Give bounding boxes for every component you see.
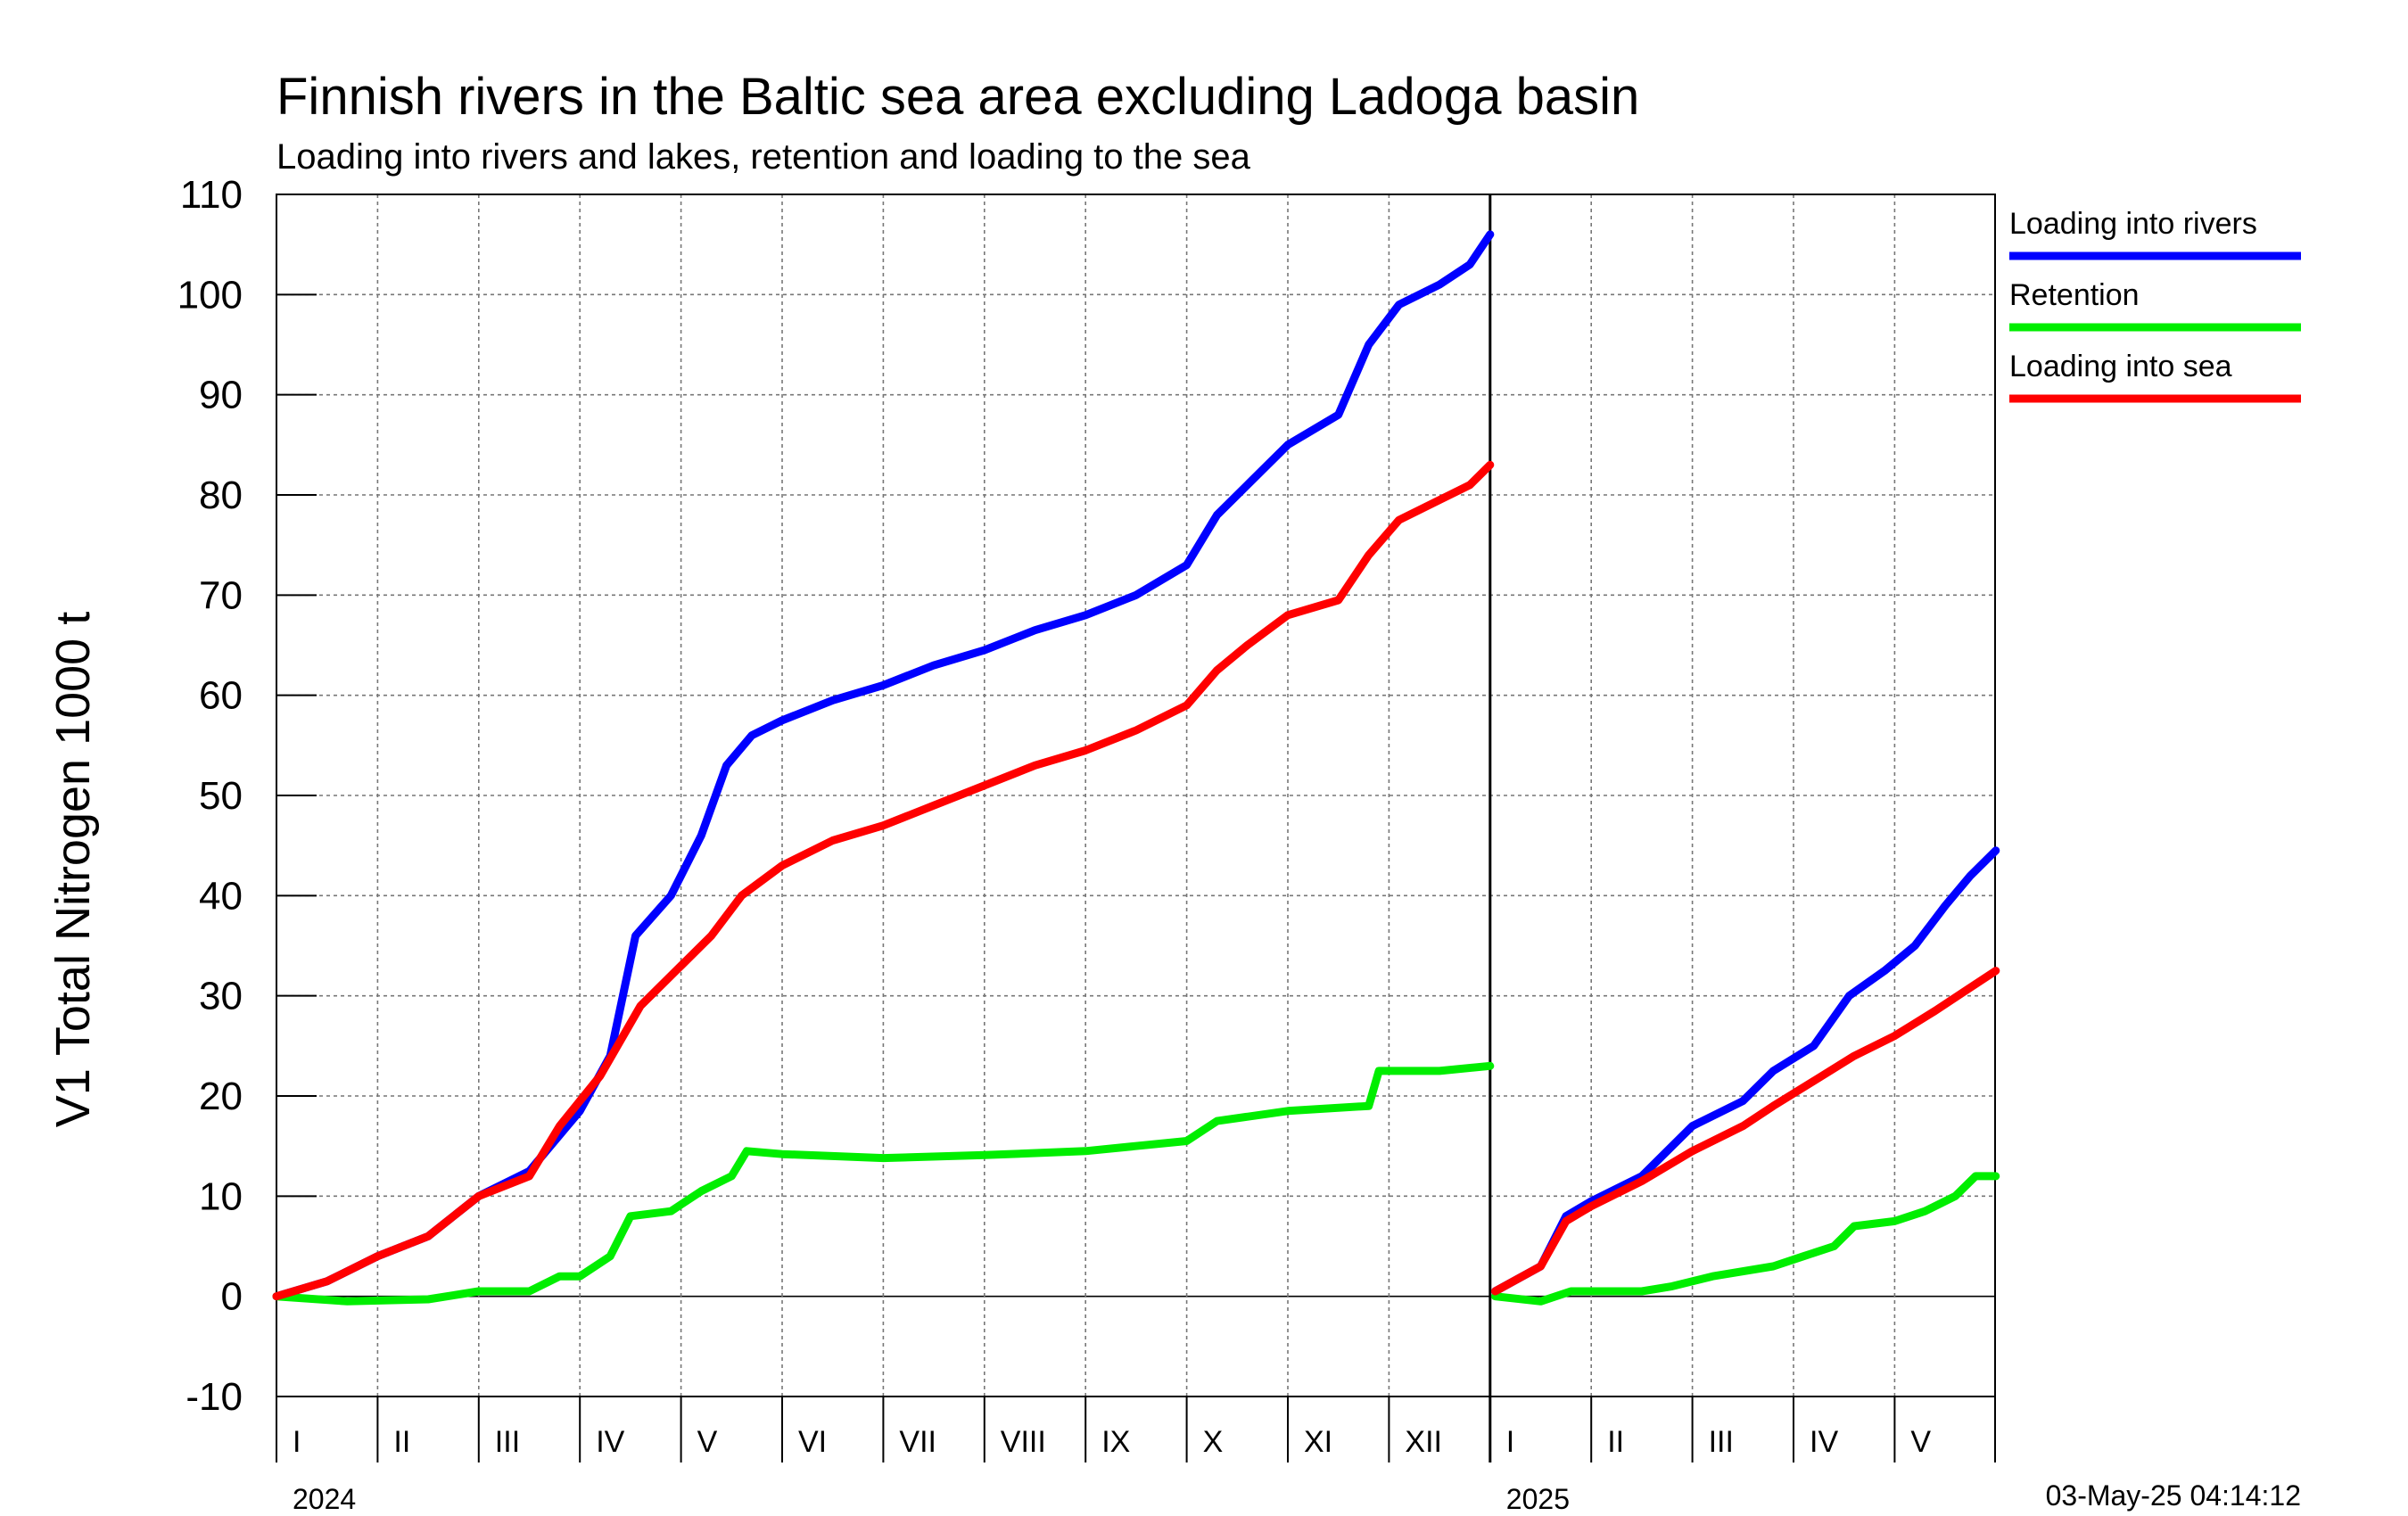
y-axis: -10 0 10 20 30 40 50 60 70 80 90 100 110	[177, 173, 317, 1419]
x-tick-label: VIII	[1001, 1425, 1046, 1459]
y-tick-label: 10	[199, 1174, 243, 1218]
y-tick-label: 80	[199, 474, 243, 517]
legend-label: Loading into sea	[2009, 350, 2232, 383]
x-tick-label: III	[495, 1425, 520, 1459]
x-tick-label: IX	[1101, 1425, 1130, 1459]
y-tick-label: 30	[199, 975, 243, 1018]
y-tick-label: -10	[186, 1375, 243, 1419]
x-tick-label: V	[697, 1425, 718, 1459]
y-tick-label: 0	[221, 1275, 243, 1319]
plot-area	[272, 230, 2000, 1306]
x-tick-label: X	[1203, 1425, 1224, 1459]
x-tick-label: VII	[899, 1425, 936, 1459]
grid	[276, 194, 1996, 1397]
year-label: 2025	[1506, 1483, 1570, 1515]
chart-title: Finnish rivers in the Baltic sea area ex…	[276, 68, 1639, 126]
y-tick-label: 70	[199, 573, 243, 617]
x-tick-label: I	[1506, 1425, 1514, 1459]
series-line	[1491, 846, 2000, 1296]
y-tick-label: 50	[199, 774, 243, 818]
x-tick-label: II	[1607, 1425, 1624, 1459]
year-label: 2024	[293, 1483, 356, 1515]
y-tick-label: 60	[199, 674, 243, 718]
y-tick-label: 90	[199, 374, 243, 417]
x-tick-label: IV	[1810, 1425, 1838, 1459]
legend-label: Retention	[2009, 278, 2140, 312]
y-tick-label: 20	[199, 1075, 243, 1118]
x-tick-label: XI	[1304, 1425, 1332, 1459]
y-tick-label: 110	[180, 173, 243, 217]
y-tick-label: 40	[199, 874, 243, 918]
x-tick-label: I	[293, 1425, 301, 1459]
timestamp: 03-May-25 04:14:12	[2046, 1479, 2301, 1512]
x-tick-label: V	[1910, 1425, 1931, 1459]
series-line	[1491, 1172, 2000, 1306]
series-line	[272, 460, 1495, 1301]
x-tick-label: IV	[596, 1425, 624, 1459]
series-line	[1491, 967, 2000, 1296]
x-tick-label: II	[393, 1425, 410, 1459]
legend-label: Loading into rivers	[2009, 207, 2257, 241]
y-tick-label: 100	[177, 273, 243, 317]
x-tick-label: VI	[798, 1425, 827, 1459]
legend: Loading into rivers Retention Loading into…	[2009, 207, 2301, 403]
chart-subtitle: Loading into rivers and lakes, retention…	[276, 137, 1251, 177]
y-axis-label: V1 Total Nitrogen 1000 t	[46, 612, 100, 1127]
x-tick-label: III	[1709, 1425, 1734, 1459]
series-line	[272, 1061, 1495, 1306]
x-tick-label: XII	[1405, 1425, 1442, 1459]
